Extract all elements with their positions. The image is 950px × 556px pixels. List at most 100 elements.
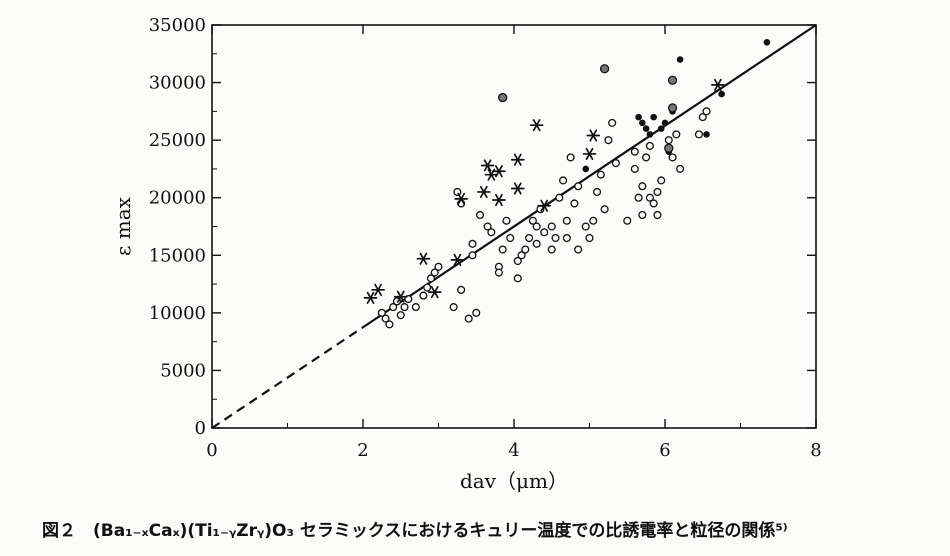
- y-tick-label: 35000: [149, 15, 206, 36]
- open-circle-point: [502, 216, 511, 225]
- filled-dot-point: [582, 165, 590, 173]
- asterisk-point: [476, 185, 491, 199]
- filled-dot-point: [635, 113, 642, 121]
- open-circle-point: [381, 314, 390, 323]
- dot-in-circle-point: [599, 64, 610, 74]
- y-tick-label: 20000: [149, 188, 206, 209]
- open-circle-point: [457, 285, 466, 294]
- asterisk-stroke: [495, 193, 503, 207]
- asterisk-stroke: [589, 129, 598, 142]
- open-circle-point: [600, 205, 609, 214]
- open-circle-point: [642, 153, 651, 162]
- open-circle-point: [645, 193, 654, 202]
- open-circle-point: [468, 239, 477, 248]
- asterisk-point: [510, 153, 525, 166]
- open-circle-point: [672, 130, 681, 139]
- open-circle-point: [630, 164, 639, 173]
- open-circle-point: [389, 303, 398, 312]
- fit-line-solid: [362, 24, 817, 329]
- open-circle-point: [638, 210, 647, 220]
- open-circle-point: [562, 233, 571, 243]
- open-circle-point: [585, 233, 594, 243]
- open-circle-point: [649, 199, 658, 208]
- open-circle-point: [555, 193, 564, 202]
- asterisk-stroke: [532, 119, 541, 132]
- open-circle-point: [472, 308, 481, 317]
- open-circle-point: [551, 233, 560, 243]
- open-circle-point: [581, 222, 590, 231]
- asterisk-stroke: [513, 182, 522, 195]
- open-circle-point: [517, 251, 526, 260]
- asterisk-stroke: [430, 286, 439, 299]
- x-tick-label: 6: [659, 440, 670, 461]
- asterisk-stroke: [419, 252, 428, 265]
- open-circle-point: [574, 182, 583, 191]
- asterisk-stroke: [479, 185, 488, 199]
- open-circle-point: [385, 320, 394, 329]
- open-circle-point: [562, 216, 571, 225]
- y-tick-label: 30000: [149, 73, 206, 94]
- open-circle-point: [645, 141, 654, 150]
- open-circle-point: [574, 245, 583, 254]
- open-circle-point: [559, 176, 568, 185]
- asterisk-point: [427, 286, 442, 299]
- filled-dot-point: [676, 56, 684, 63]
- open-circle-point: [604, 136, 613, 145]
- asterisk-point: [492, 165, 506, 178]
- asterisk-point: [454, 192, 468, 205]
- filled-dot-point: [639, 119, 646, 127]
- filled-dot-point: [657, 125, 665, 132]
- open-circle-point: [532, 222, 541, 231]
- open-circle-point: [630, 147, 639, 156]
- open-circle-point: [589, 216, 598, 225]
- dot-in-circle-point: [667, 103, 678, 113]
- open-circle-point: [396, 311, 405, 320]
- x-tick-label: 8: [810, 440, 821, 461]
- open-circle-point: [426, 274, 436, 283]
- open-circle-point: [483, 222, 492, 231]
- asterisk-stroke: [540, 199, 549, 212]
- filled-dot-point: [703, 131, 710, 138]
- open-circle-point: [570, 199, 579, 208]
- open-circle-point: [525, 233, 534, 243]
- asterisk-point: [529, 119, 544, 132]
- open-circle-point: [638, 182, 647, 191]
- open-circle-point: [475, 210, 485, 220]
- asterisk-point: [416, 252, 431, 265]
- open-circle-point: [698, 113, 707, 122]
- asterisk-stroke: [585, 147, 594, 161]
- y-tick-label: 10000: [149, 303, 206, 324]
- open-circle-point: [596, 170, 605, 179]
- filled-dot-point: [718, 90, 725, 98]
- open-circle-point: [532, 239, 541, 248]
- asterisk-stroke: [366, 291, 375, 304]
- open-circle-point: [487, 228, 496, 237]
- asterisk-stroke: [713, 78, 722, 91]
- open-circle-point: [547, 245, 556, 254]
- x-tick-label: 0: [206, 440, 217, 461]
- x-tick-label: 4: [508, 440, 519, 461]
- asterisk-point: [582, 147, 597, 161]
- y-tick-label: 15000: [149, 245, 206, 266]
- fit-line-dashed: [211, 326, 364, 429]
- asterisk-stroke: [495, 165, 503, 178]
- dot-in-circle-point: [498, 92, 508, 103]
- open-circle-point: [513, 274, 522, 283]
- open-circle-point: [434, 262, 443, 271]
- asterisk-point: [537, 199, 552, 212]
- open-circle-point: [592, 187, 602, 197]
- x-axis-label: dav（μm）: [460, 469, 568, 493]
- open-circle-point: [702, 107, 711, 116]
- asterisk-point: [480, 159, 495, 172]
- open-circle-point: [506, 233, 515, 243]
- open-circle-point: [664, 136, 673, 145]
- asterisk-point: [371, 283, 385, 296]
- open-circle-point: [528, 216, 537, 225]
- open-circle-point: [411, 303, 420, 312]
- open-circle-point: [494, 268, 503, 277]
- open-circle-point: [608, 118, 617, 127]
- open-circle-point: [634, 193, 643, 202]
- chart-canvas: 0 5000 10000 15000 20000 25000 30000 35000 0 2 4 6 8…: [111, 15, 822, 493]
- open-circle-point: [419, 291, 428, 300]
